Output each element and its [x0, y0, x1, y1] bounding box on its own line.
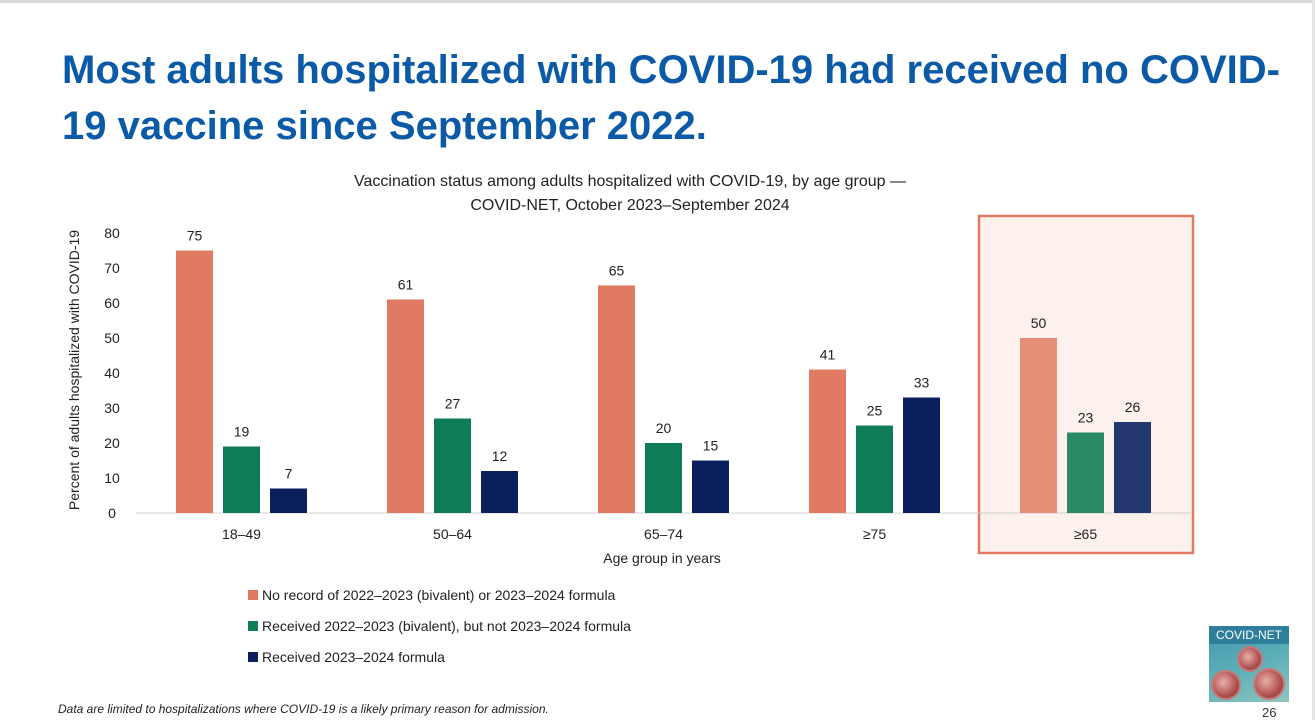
bar: [598, 286, 635, 514]
legend-item-bivalent: Received 2022–2023 (bivalent), but not 2…: [248, 616, 631, 636]
bar: [223, 447, 260, 514]
bar-value-label: 65: [609, 263, 625, 279]
bar: [387, 300, 424, 514]
legend-label-no-record: No record of 2022–2023 (bivalent) or 202…: [262, 587, 615, 603]
bar-value-label: 12: [492, 448, 508, 464]
x-tick-label: ≥75: [863, 526, 886, 542]
bar-value-label: 41: [820, 347, 836, 363]
x-axis-title: Age group in years: [603, 550, 721, 566]
legend-label-2023-2024: Received 2023–2024 formula: [262, 649, 445, 665]
legend-swatch-bivalent: [248, 621, 258, 631]
legend-swatch-2023-2024: [248, 652, 258, 662]
legend-swatch-no-record: [248, 590, 258, 600]
vaccination-bar-chart: Vaccination status among adults hospital…: [0, 0, 1315, 580]
covid-net-logo: COVID-NET: [1209, 626, 1289, 702]
bar-value-label: 19: [234, 424, 250, 440]
bar-value-label: 61: [398, 277, 414, 293]
y-tick-label: 40: [104, 365, 120, 381]
y-tick-label: 50: [104, 330, 120, 346]
x-tick-label: ≥65: [1074, 526, 1097, 542]
bar: [856, 426, 893, 514]
y-tick-label: 60: [104, 295, 120, 311]
bar-value-label: 50: [1031, 315, 1047, 331]
bar: [1067, 433, 1104, 514]
bar: [481, 471, 518, 513]
bar: [645, 443, 682, 513]
bar: [176, 251, 213, 514]
virus-icon: [1255, 670, 1283, 698]
logo-text: COVID-NET: [1209, 626, 1289, 644]
footnote: Data are limited to hospitalizations whe…: [58, 702, 549, 716]
legend-item-2023-2024: Received 2023–2024 formula: [248, 647, 631, 667]
legend-label-bivalent: Received 2022–2023 (bivalent), but not 2…: [262, 618, 631, 634]
bar: [809, 370, 846, 514]
bar-value-label: 26: [1125, 399, 1141, 415]
legend: No record of 2022–2023 (bivalent) or 202…: [248, 585, 631, 678]
bar-value-label: 25: [867, 403, 883, 419]
bar-value-label: 20: [656, 420, 672, 436]
bar: [434, 419, 471, 514]
chart-title-line: Vaccination status among adults hospital…: [354, 173, 906, 190]
bar-value-label: 23: [1078, 410, 1094, 426]
y-axis-title: Percent of adults hospitalized with COVI…: [66, 230, 82, 510]
chart-title-line: COVID-NET, October 2023–September 2024: [470, 197, 789, 214]
y-tick-label: 70: [104, 260, 120, 276]
bar-value-label: 75: [187, 228, 203, 244]
bar: [1114, 422, 1151, 513]
bar-value-label: 7: [285, 466, 293, 482]
virus-icon: [1239, 648, 1261, 670]
x-tick-label: 18–49: [222, 526, 261, 542]
bar-value-label: 27: [445, 396, 461, 412]
y-tick-label: 30: [104, 400, 120, 416]
legend-item-no-record: No record of 2022–2023 (bivalent) or 202…: [248, 585, 631, 605]
bar-value-label: 15: [703, 438, 719, 454]
y-tick-label: 20: [104, 435, 120, 451]
bar: [270, 489, 307, 514]
bar: [903, 398, 940, 514]
y-tick-label: 80: [104, 225, 120, 241]
x-tick-label: 65–74: [644, 526, 683, 542]
bar: [692, 461, 729, 514]
virus-icon: [1213, 672, 1239, 698]
bar: [1020, 338, 1057, 513]
y-tick-label: 0: [108, 505, 116, 521]
x-tick-label: 50–64: [433, 526, 472, 542]
page-number: 26: [1262, 705, 1276, 720]
bar-value-label: 33: [914, 375, 930, 391]
y-tick-label: 10: [104, 470, 120, 486]
